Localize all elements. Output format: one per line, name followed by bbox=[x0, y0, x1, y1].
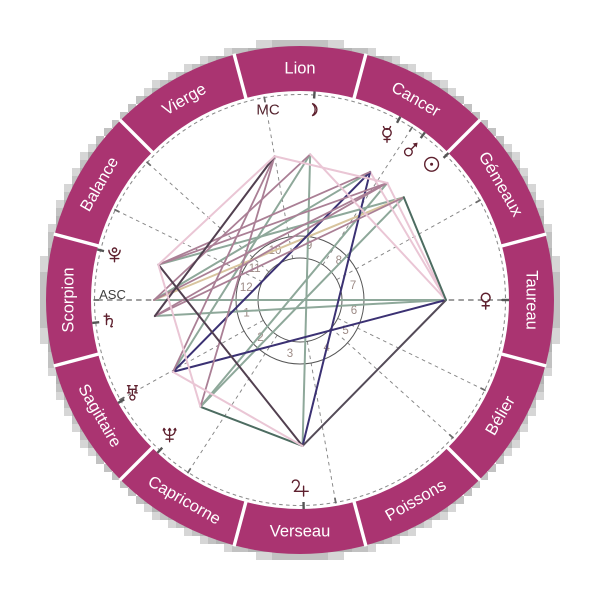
svg-text:Scorpion: Scorpion bbox=[60, 267, 78, 332]
svg-text:ASC: ASC bbox=[99, 287, 126, 302]
svg-text:12: 12 bbox=[240, 282, 253, 294]
svg-text:6: 6 bbox=[351, 305, 357, 317]
svg-text:1: 1 bbox=[243, 307, 249, 319]
svg-text:Lion: Lion bbox=[284, 60, 315, 78]
svg-text:Verseau: Verseau bbox=[270, 523, 331, 541]
svg-text:7: 7 bbox=[350, 280, 356, 292]
svg-text:5: 5 bbox=[342, 325, 348, 337]
svg-text:MC: MC bbox=[256, 102, 279, 119]
svg-text:8: 8 bbox=[336, 255, 342, 267]
svg-text:9: 9 bbox=[306, 240, 312, 252]
svg-text:Taureau: Taureau bbox=[523, 270, 541, 330]
svg-text:3: 3 bbox=[287, 348, 293, 360]
svg-text:2: 2 bbox=[257, 332, 263, 344]
